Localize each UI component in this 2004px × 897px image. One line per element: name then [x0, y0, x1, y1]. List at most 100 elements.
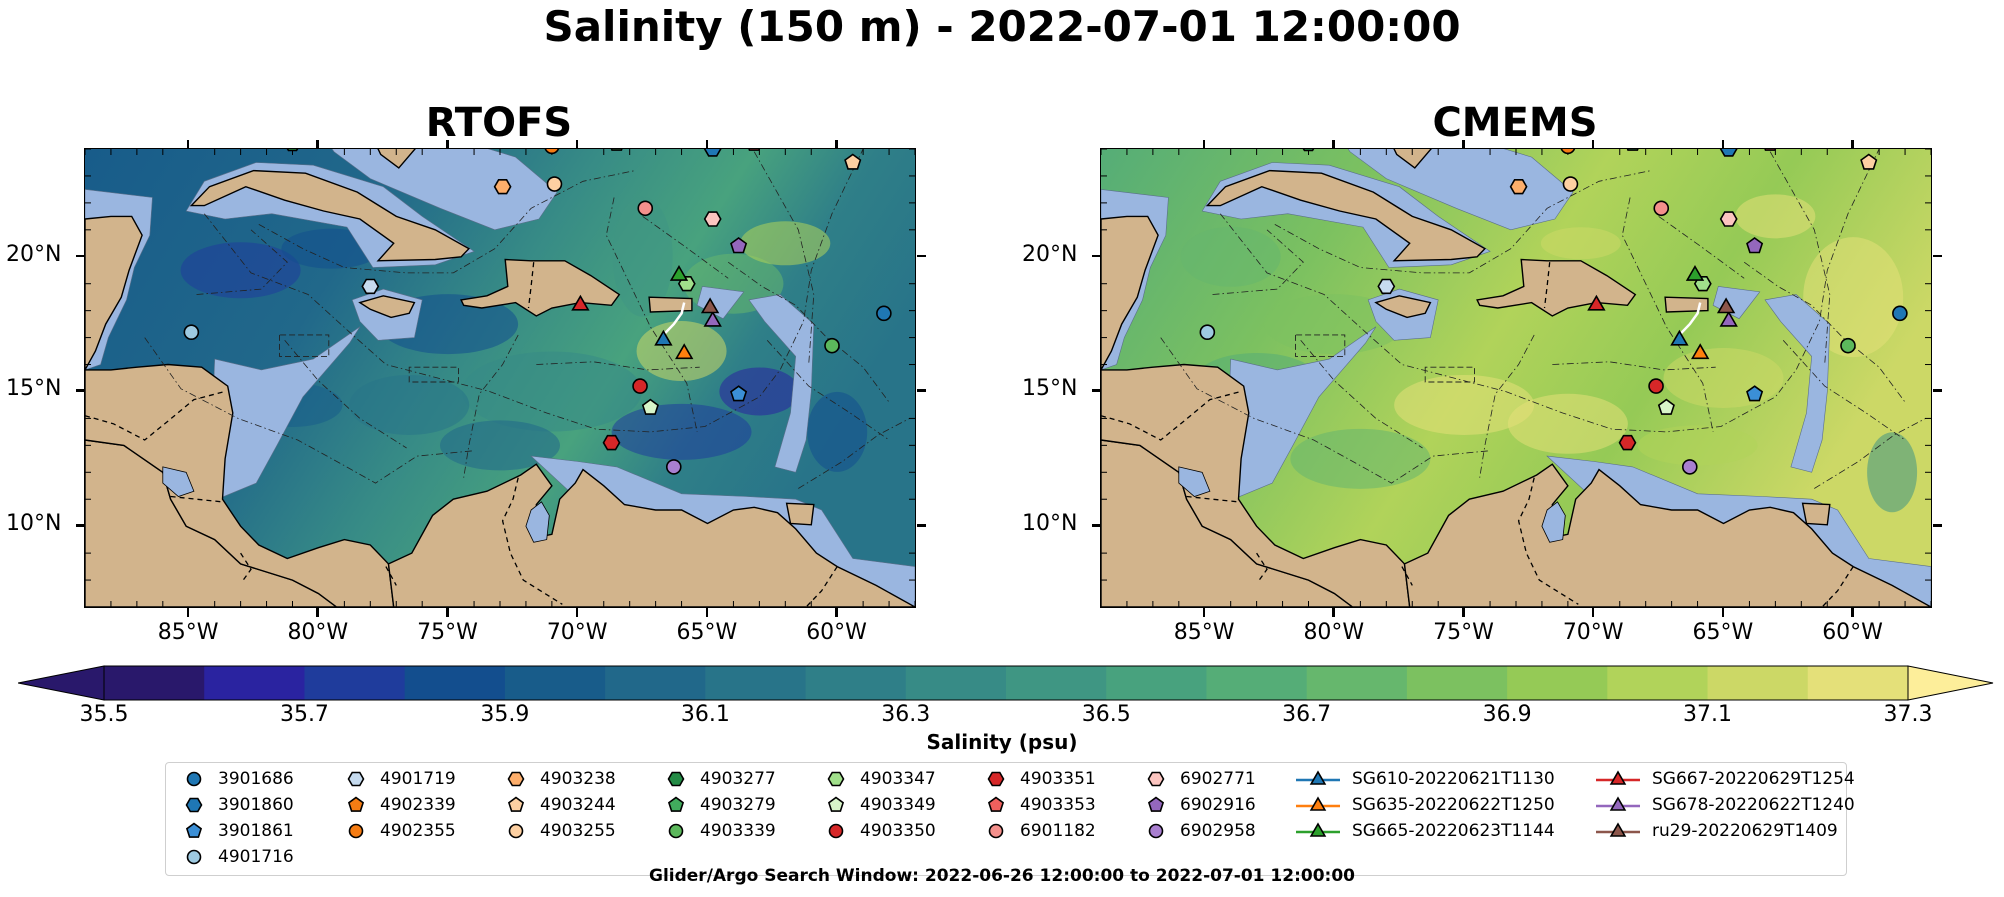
- eez-boundary: [463, 334, 519, 478]
- legend-marker: [668, 823, 684, 839]
- colorbar-bin: [1006, 666, 1107, 700]
- legend-marker: [1609, 796, 1627, 811]
- lake-nicaragua: [162, 466, 195, 497]
- argo-float-4903349: [1657, 398, 1675, 415]
- lat-tick-label: 15°N: [1022, 376, 1078, 402]
- salinity-patch: [440, 420, 560, 471]
- legend-label: 4903347: [860, 769, 936, 789]
- salinity-patch: [1264, 294, 1405, 355]
- legend-item-4903347: 4903347: [826, 769, 936, 789]
- bahamas-land: [377, 149, 416, 169]
- argo-float-3901860: [703, 149, 722, 157]
- argo-float-4903238: [493, 178, 512, 195]
- lat-tick-label: 20°N: [1022, 241, 1078, 267]
- argo-float-4903244: [844, 153, 862, 170]
- salinity-patch: [1394, 374, 1535, 435]
- colorbar-gradient: [17, 665, 1994, 701]
- argo-float-4903279: [610, 149, 623, 151]
- lon-tick-label: 60°W: [806, 620, 867, 645]
- lon-tick-label: 70°W: [546, 620, 608, 645]
- legend-item-3901686: 3901686: [184, 769, 294, 789]
- legend-label: 6902771: [1180, 769, 1256, 789]
- argo-float-4901716: [183, 324, 200, 340]
- argo-float-4903244: [1860, 153, 1878, 170]
- south-america-land: [1403, 463, 1931, 607]
- glider-SG635-20220622T1250: [675, 343, 694, 360]
- country-border: [240, 552, 252, 581]
- lon-tick-label: 65°W: [1692, 620, 1754, 645]
- lon-tick-mark: [1591, 140, 1595, 149]
- lat-tick-mark: [1092, 389, 1101, 392]
- lon-tick-mark: [1332, 608, 1335, 617]
- legend-item-4901719: 4901719: [346, 769, 456, 789]
- legend-marker: [1609, 822, 1627, 837]
- argo-float-4903339: [1840, 337, 1856, 354]
- glider-SG678-20220622T1240: [703, 310, 722, 327]
- colorbar-bin: [1106, 666, 1208, 700]
- legend-marker: [185, 797, 203, 813]
- salinity-patch: [1867, 432, 1918, 513]
- lesser-antilles-shelf: [1764, 294, 1831, 473]
- country-border: [385, 566, 397, 586]
- lon-tick-mark: [316, 608, 319, 617]
- salinity-patch: [1540, 227, 1621, 260]
- legend-item-4903279: 4903279: [666, 795, 776, 815]
- legend-marker: [185, 822, 203, 838]
- lake-maracaibo: [525, 501, 550, 543]
- legend-item-SG610-20220621T1130: SG610-20220621T1130: [1296, 769, 1555, 789]
- eez-boundary: [1621, 197, 1714, 432]
- country-border: [1256, 552, 1268, 581]
- legend-marker: [1309, 822, 1327, 837]
- legend-item-3901860: 3901860: [184, 795, 294, 815]
- argo-float-4903349: [641, 398, 659, 415]
- argo-float-4902355: [544, 149, 560, 155]
- legend-label: SG665-20220623T1144: [1352, 821, 1555, 841]
- argo-float-3901686: [1892, 305, 1908, 322]
- salinity-patch: [180, 242, 301, 299]
- legend-marker: [1147, 796, 1165, 812]
- lon-tick-mark: [1202, 608, 1206, 617]
- legend-item-4903255: 4903255: [506, 821, 616, 841]
- legend-label: 4901719: [380, 769, 456, 789]
- legend-item-4903350: 4903350: [826, 821, 936, 841]
- argo-float-4903353: [1764, 149, 1777, 151]
- lat-tick-label: 10°N: [6, 511, 62, 537]
- legend-marker: [1309, 796, 1327, 811]
- map-rtofs: [84, 148, 916, 608]
- survey-box: [1424, 366, 1475, 383]
- legend-item-6902771: 6902771: [1146, 769, 1256, 789]
- colorbar-tick-label: 36.3: [881, 702, 931, 727]
- lon-tick-mark: [1721, 140, 1724, 149]
- legend-label: 4903244: [540, 795, 616, 815]
- legend-marker: [508, 823, 524, 839]
- colorbar-tick-label: 35.9: [480, 702, 530, 727]
- colorbar-bin: [805, 666, 907, 700]
- legend-label: 3901860: [218, 795, 294, 815]
- search-window-caption: Glider/Argo Search Window: 2022-06-26 12…: [649, 866, 1355, 886]
- puerto-rico-land: [648, 296, 693, 313]
- country-border: [1517, 477, 1579, 605]
- colorbar-tick-label: 36.9: [1482, 702, 1532, 727]
- argo-float-4903351: [602, 434, 621, 451]
- eez-boundary: [1479, 334, 1535, 478]
- country-border: [527, 262, 535, 309]
- argo-float-6901182: [1653, 200, 1670, 217]
- glider-SG678-20220622T1240: [1719, 310, 1738, 327]
- survey-box: [408, 366, 459, 383]
- bahamas-bank-shelf: [331, 149, 558, 231]
- country-border: [805, 566, 838, 607]
- lat-tick-mark: [1092, 254, 1101, 258]
- eez-boundary: [753, 151, 815, 365]
- salinity-patch: [1663, 348, 1784, 408]
- argo-float-6902958: [1681, 459, 1698, 475]
- lon-tick-mark: [835, 140, 838, 149]
- colorbar-tick-label: 37.3: [1883, 702, 1933, 727]
- legend-label: ru29-20220629T1409: [1652, 821, 1838, 841]
- argo-float-6902916: [730, 237, 748, 254]
- legend-marker: [987, 796, 1005, 812]
- legend-label: 4901716: [218, 847, 294, 867]
- argo-float-4903350: [1648, 378, 1664, 394]
- lon-tick-mark: [1202, 140, 1206, 149]
- frame-ticks: [85, 149, 915, 607]
- glider-SG665-20220623T1144: [669, 265, 689, 281]
